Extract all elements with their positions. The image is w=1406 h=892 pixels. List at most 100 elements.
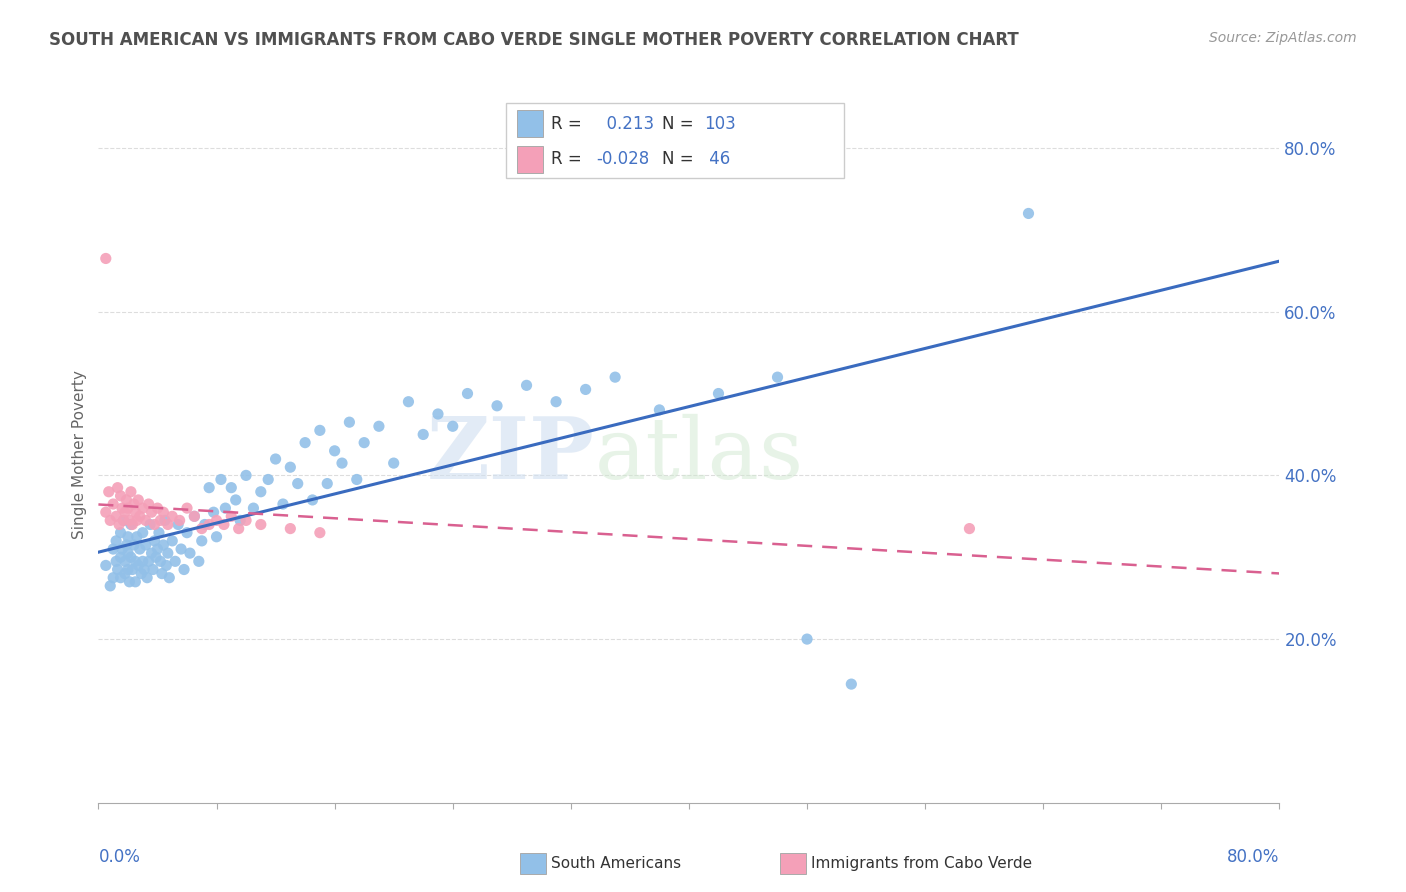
Point <box>120 484 142 499</box>
Point <box>114 566 136 581</box>
Point <box>143 533 166 548</box>
Point <box>153 513 176 527</box>
Point <box>228 522 250 536</box>
Point <box>94 505 117 519</box>
Point <box>115 492 138 507</box>
Point <box>132 554 155 568</box>
Point <box>117 562 139 576</box>
Point <box>142 562 165 576</box>
Point <box>330 456 353 470</box>
Point <box>165 554 187 568</box>
Point <box>103 542 125 557</box>
Point <box>155 558 177 573</box>
Point <box>173 562 195 576</box>
Point <box>125 530 148 544</box>
Point <box>235 513 257 527</box>
Point <box>214 501 236 516</box>
Text: ZIP: ZIP <box>426 413 595 497</box>
Point <box>122 538 145 552</box>
Point <box>766 370 789 384</box>
Point <box>149 554 172 568</box>
Text: 46: 46 <box>704 151 731 169</box>
Point <box>152 538 174 552</box>
Point <box>98 513 121 527</box>
Point <box>841 677 863 691</box>
Point <box>205 513 228 527</box>
Point <box>121 517 143 532</box>
Point <box>176 525 198 540</box>
Point <box>280 460 302 475</box>
Point <box>132 525 155 540</box>
Y-axis label: Single Mother Poverty: Single Mother Poverty <box>72 370 87 540</box>
Point <box>167 517 190 532</box>
Point <box>103 571 125 585</box>
Point <box>112 513 135 527</box>
Point <box>124 505 146 519</box>
Point <box>1018 206 1040 220</box>
Point <box>117 501 139 516</box>
Point <box>271 497 294 511</box>
Point <box>117 546 139 560</box>
Point <box>157 571 180 585</box>
Point <box>235 468 257 483</box>
Point <box>132 501 155 516</box>
Point <box>128 509 150 524</box>
Point <box>179 546 201 560</box>
Point <box>107 562 129 576</box>
Point <box>169 513 191 527</box>
Point <box>309 423 332 437</box>
Point <box>98 579 121 593</box>
Point <box>145 550 167 565</box>
Point <box>146 501 169 516</box>
Point <box>148 525 170 540</box>
Point <box>316 476 339 491</box>
Point <box>257 473 280 487</box>
Point <box>294 435 316 450</box>
Point <box>110 550 132 565</box>
Point <box>546 394 568 409</box>
Point <box>457 386 479 401</box>
Point <box>122 497 145 511</box>
Point <box>108 517 131 532</box>
Point <box>250 484 273 499</box>
Point <box>112 513 135 527</box>
Point <box>105 554 128 568</box>
Point <box>139 517 162 532</box>
Text: South Americans: South Americans <box>551 856 682 871</box>
Point <box>796 632 818 646</box>
Point <box>191 533 214 548</box>
Point <box>427 407 450 421</box>
Point <box>707 386 730 401</box>
Point <box>605 370 627 384</box>
Text: N =: N = <box>662 115 699 133</box>
Point <box>124 574 146 589</box>
Point <box>125 513 148 527</box>
Point <box>309 525 332 540</box>
Text: Immigrants from Cabo Verde: Immigrants from Cabo Verde <box>811 856 1032 871</box>
Point <box>107 481 129 495</box>
Point <box>136 571 159 585</box>
Point <box>346 473 368 487</box>
Point <box>205 530 228 544</box>
Point <box>162 533 183 548</box>
Point <box>121 562 143 576</box>
Point <box>194 517 217 532</box>
Point <box>152 505 174 519</box>
Point <box>129 566 152 581</box>
Point <box>212 517 235 532</box>
Point <box>120 550 142 565</box>
Point <box>156 546 179 560</box>
Point <box>412 427 434 442</box>
Point <box>486 399 509 413</box>
Text: 103: 103 <box>704 115 737 133</box>
Point <box>118 513 141 527</box>
Point <box>250 517 273 532</box>
Point <box>198 517 221 532</box>
Point <box>127 492 149 507</box>
Point <box>516 378 538 392</box>
Text: 80.0%: 80.0% <box>1227 848 1279 866</box>
Point <box>114 505 136 519</box>
Point <box>134 562 156 576</box>
Text: R =: R = <box>551 151 588 169</box>
Point <box>280 522 302 536</box>
